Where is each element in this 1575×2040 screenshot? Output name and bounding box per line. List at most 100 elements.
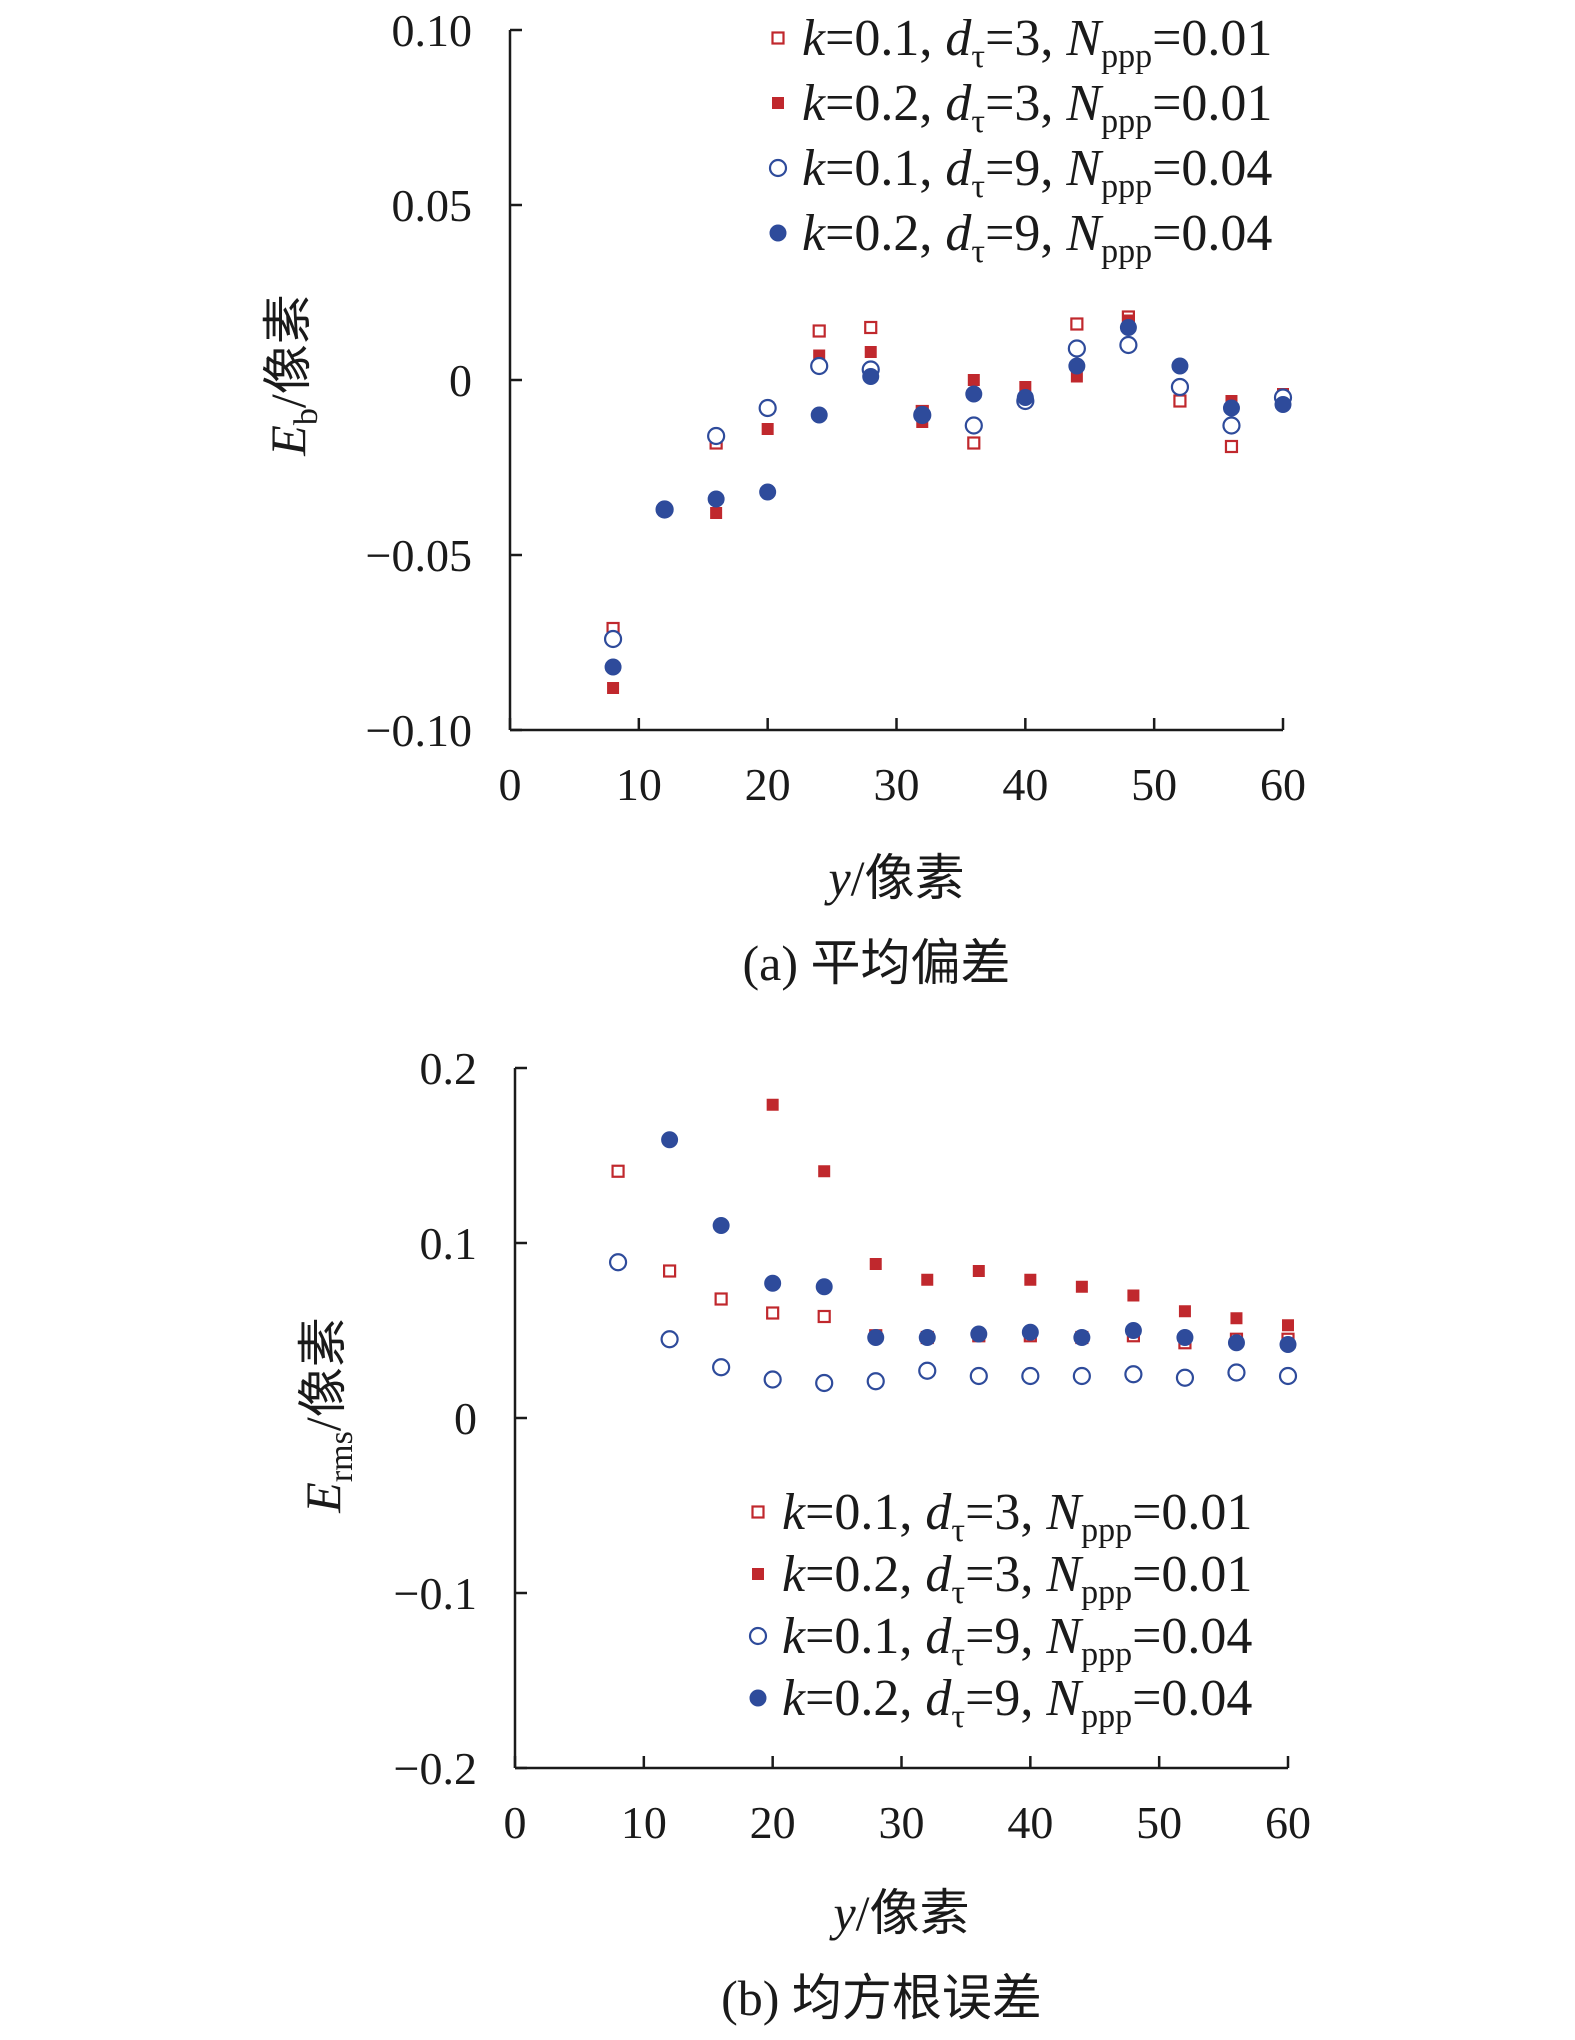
- data-point: [1173, 394, 1187, 408]
- data-point: [662, 1264, 677, 1278]
- x-tick-label: 50: [1136, 1797, 1182, 1848]
- data-point: [869, 1258, 882, 1270]
- x-axis-label-unit: /像素: [851, 850, 965, 906]
- data-point: [1119, 335, 1138, 355]
- legend-entry: k=0.1, dτ=9, Nppp=0.04: [802, 140, 1272, 205]
- y-axis-label: Eb/像素: [260, 294, 325, 456]
- x-axis-label: y/像素: [823, 850, 964, 906]
- data-point: [964, 416, 983, 435]
- data-point: [656, 501, 674, 518]
- y-axis-label-var: E: [260, 425, 316, 457]
- data-point: [1127, 1289, 1140, 1302]
- data-point: [967, 436, 981, 450]
- data-point: [710, 507, 723, 519]
- data-point: [1021, 1366, 1040, 1386]
- y-tick-label: −0.1: [394, 1568, 477, 1619]
- y-tick-label: 0.10: [392, 5, 473, 56]
- data-point: [758, 398, 777, 418]
- data-point: [707, 426, 726, 446]
- data-point: [759, 483, 777, 501]
- x-tick-label: 40: [1007, 1797, 1053, 1848]
- series-2: [603, 335, 1293, 649]
- data-point: [1175, 1368, 1195, 1387]
- x-axis-label: y/像素: [828, 1885, 969, 1941]
- data-point: [862, 368, 880, 385]
- x-tick-label: 30: [879, 1797, 925, 1848]
- data-point: [965, 385, 983, 403]
- data-point: [1021, 1323, 1039, 1341]
- data-point: [603, 629, 623, 649]
- legend-entry: k=0.1, dτ=9, Nppp=0.04: [782, 1608, 1252, 1673]
- y-tick-label: −0.05: [366, 530, 472, 581]
- data-point: [810, 356, 829, 376]
- legend-marker: [748, 1626, 768, 1646]
- data-point: [1222, 416, 1241, 435]
- data-point: [1067, 339, 1086, 358]
- data-point: [864, 320, 878, 335]
- legend-entry: k=0.2, dτ=9, Nppp=0.04: [782, 1670, 1252, 1735]
- x-tick-label: 30: [874, 759, 920, 810]
- y-axis-label-sub: b: [288, 408, 325, 425]
- x-axis-label-var: y: [823, 850, 851, 906]
- x-tick-label: 60: [1260, 759, 1306, 810]
- data-point: [1227, 1334, 1245, 1352]
- data-point: [1068, 357, 1086, 375]
- legend-entry: k=0.2, dτ=3, Nppp=0.01: [782, 1546, 1252, 1611]
- data-point: [970, 1325, 988, 1343]
- legend-entry: k=0.2, dτ=3, Nppp=0.01: [802, 75, 1272, 140]
- data-point: [1170, 377, 1190, 397]
- data-point: [1222, 399, 1240, 417]
- data-point: [812, 324, 826, 338]
- x-tick-label: 0: [504, 1797, 527, 1848]
- data-point: [967, 374, 980, 386]
- data-point: [969, 1366, 988, 1386]
- y-axis-label: Erms/像素: [295, 1317, 360, 1513]
- legend: k=0.1, dτ=3, Nppp=0.01k=0.2, dτ=3, Nppp=…: [748, 1484, 1252, 1735]
- data-point: [1124, 1365, 1143, 1384]
- data-point: [913, 406, 931, 424]
- legend-marker: [769, 224, 787, 242]
- data-point: [611, 1164, 625, 1178]
- series-3: [661, 1131, 1297, 1353]
- data-point: [1282, 1319, 1294, 1332]
- legend-entry: k=0.1, dτ=3, Nppp=0.01: [802, 10, 1272, 75]
- x-axis-label-unit: /像素: [856, 1885, 970, 1941]
- y-tick-label: 0.2: [420, 1043, 478, 1094]
- data-point: [818, 1165, 831, 1178]
- series-0: [611, 1164, 1295, 1350]
- data-point: [1227, 1363, 1246, 1382]
- data-point: [1178, 1305, 1191, 1318]
- data-point: [815, 1373, 834, 1393]
- data-point: [866, 1372, 885, 1391]
- data-point: [1224, 439, 1239, 454]
- data-point: [921, 1273, 934, 1286]
- data-point: [1124, 1322, 1142, 1339]
- data-point: [1073, 1329, 1091, 1346]
- data-point: [661, 1131, 679, 1149]
- legend-marker: [749, 1689, 767, 1707]
- data-point: [712, 1358, 731, 1377]
- legend-marker: [771, 31, 785, 45]
- legend-entry: k=0.1, dτ=3, Nppp=0.01: [782, 1484, 1252, 1549]
- data-point: [1075, 1280, 1088, 1293]
- series-1: [766, 1098, 1294, 1332]
- chart-caption: (a) 平均偏差: [743, 935, 1011, 991]
- y-tick-label: −0.10: [366, 705, 472, 756]
- data-point: [1274, 396, 1292, 413]
- data-point: [1072, 1366, 1091, 1386]
- data-point: [660, 1330, 679, 1349]
- x-tick-label: 40: [1002, 759, 1048, 810]
- data-point: [608, 1253, 628, 1272]
- x-tick-label: 0: [499, 759, 522, 810]
- data-point: [817, 1309, 831, 1324]
- data-point: [918, 1361, 937, 1380]
- y-tick-label: 0: [449, 355, 472, 406]
- data-point: [1230, 1312, 1243, 1325]
- y-axis-label-unit: /像素: [295, 1317, 351, 1431]
- y-tick-label: 0.1: [420, 1218, 478, 1269]
- series-2: [608, 1253, 1298, 1393]
- data-point: [712, 1217, 730, 1234]
- y-axis-label-unit: /像素: [260, 294, 316, 408]
